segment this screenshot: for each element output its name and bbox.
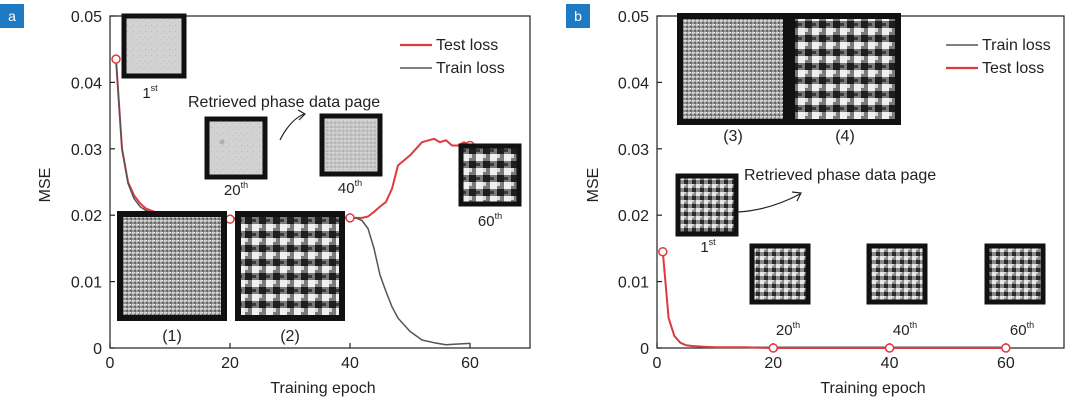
annotation-arrow-b — [737, 193, 801, 213]
panel-a-ytick-label: 0.02 — [71, 208, 102, 225]
inset-a-60th — [458, 143, 522, 207]
label-40th-b: 40th — [893, 320, 917, 339]
panel-b-marker-epoch-1 — [658, 246, 668, 257]
panel-a-ytick-label: 0.04 — [71, 75, 102, 92]
panel-a-plot: 0 0.01 0.02 0.03 0.04 0.05 0 20 40 60 — [71, 9, 531, 372]
inset-b-1st — [675, 173, 739, 237]
panel-a-marker-epoch-40 — [345, 213, 355, 223]
panel-a-xlabel: Training epoch — [270, 380, 375, 397]
annotation-arrow-a — [279, 113, 305, 141]
inset-b-60th — [984, 243, 1046, 305]
legend-test-loss: Test loss — [436, 37, 498, 54]
panel-b-tag-label: b — [574, 8, 582, 24]
inset-b-3 — [677, 13, 789, 125]
panel-b-series-test-line — [661, 251, 1006, 349]
panel-a-axes-frame — [109, 15, 531, 349]
panel-b: b 0 0.01 0.02 0.03 0.04 0.05 0 20 40 60 MSE Train… — [566, 4, 1065, 397]
panel-b-ytick-label: 0.03 — [618, 142, 649, 159]
panel-a-xtick-label: 20 — [221, 355, 239, 372]
panel-b-xtick-label: 60 — [997, 355, 1015, 372]
inset-b-20th — [749, 243, 811, 305]
panel-b-ytick-label: 0.01 — [618, 275, 649, 292]
label-1st: 1st — [142, 83, 158, 102]
label-inset-2: (2) — [280, 328, 300, 345]
label-20th-a: 20th — [224, 180, 248, 199]
panel-b-ylabel: MSE — [585, 168, 602, 203]
panel-b-xlabel: Training epoch — [820, 380, 925, 397]
inset-a-20th — [204, 116, 268, 180]
label-1st-b: 1st — [700, 237, 716, 256]
panel-b-marker-epoch-40 — [884, 343, 895, 353]
annotation-retrieved-b: Retrieved phase data page — [744, 167, 936, 184]
inset-a-1st — [121, 13, 187, 79]
panel-a-tag-label: a — [8, 8, 16, 24]
inset-a-1 — [117, 211, 227, 321]
panel-b-marker-epoch-20 — [768, 343, 779, 353]
panel-b-ytick-label: 0 — [640, 341, 649, 358]
panel-b-ytick-label: 0.05 — [618, 9, 649, 26]
annotation-retrieved-a: Retrieved phase data page — [188, 94, 380, 111]
panel-a: a 0 0.01 0.02 0.03 0.04 0.05 0 20 40 60 MSE Train… — [0, 4, 531, 397]
panel-a-ytick-label: 0.03 — [71, 142, 102, 159]
panel-a-xtick-label: 40 — [341, 355, 359, 372]
legend-train-loss-b: Train loss — [982, 37, 1051, 54]
panel-a-marker-epoch-20 — [225, 214, 235, 224]
label-20th-b: 20th — [776, 320, 800, 339]
label-60th-b: 60th — [1010, 320, 1034, 339]
label-40th-a: 40th — [338, 178, 362, 197]
label-inset-3: (3) — [723, 128, 743, 145]
inset-b-4 — [789, 13, 901, 125]
panel-b-xtick-label: 20 — [764, 355, 782, 372]
panel-a-ytick-label: 0.01 — [71, 275, 102, 292]
inset-a-2 — [235, 211, 345, 321]
panel-a-ytick-label: 0 — [93, 341, 102, 358]
label-inset-4: (4) — [835, 128, 855, 145]
panel-a-xtick-label: 60 — [461, 355, 479, 372]
panel-b-xtick-label: 40 — [881, 355, 899, 372]
panel-b-ytick-label: 0.02 — [618, 208, 649, 225]
panel-b-legend: Train loss Test loss — [946, 37, 1051, 77]
panel-a-ylabel: MSE — [37, 168, 54, 203]
legend-test-loss-b: Test loss — [982, 60, 1044, 77]
panel-a-series-test-line — [115, 59, 471, 221]
panel-a-ytick-label: 0.05 — [71, 9, 102, 26]
label-inset-1: (1) — [162, 328, 182, 345]
panel-a-xtick-label: 0 — [106, 355, 115, 372]
panel-b-tag — [566, 4, 590, 28]
panel-b-ytick-label: 0.04 — [618, 75, 649, 92]
inset-b-40th — [866, 243, 928, 305]
panel-a-tag — [0, 4, 24, 28]
label-60th-a: 60th — [478, 211, 502, 230]
panel-b-series-train-line — [662, 251, 1006, 349]
panel-a-legend: Test loss Train loss — [400, 37, 505, 77]
panel-b-marker-epoch-60 — [1001, 343, 1011, 353]
legend-train-loss: Train loss — [436, 60, 505, 77]
panel-a-marker-epoch-1 — [111, 54, 121, 64]
panel-b-xtick-label: 0 — [653, 355, 662, 372]
